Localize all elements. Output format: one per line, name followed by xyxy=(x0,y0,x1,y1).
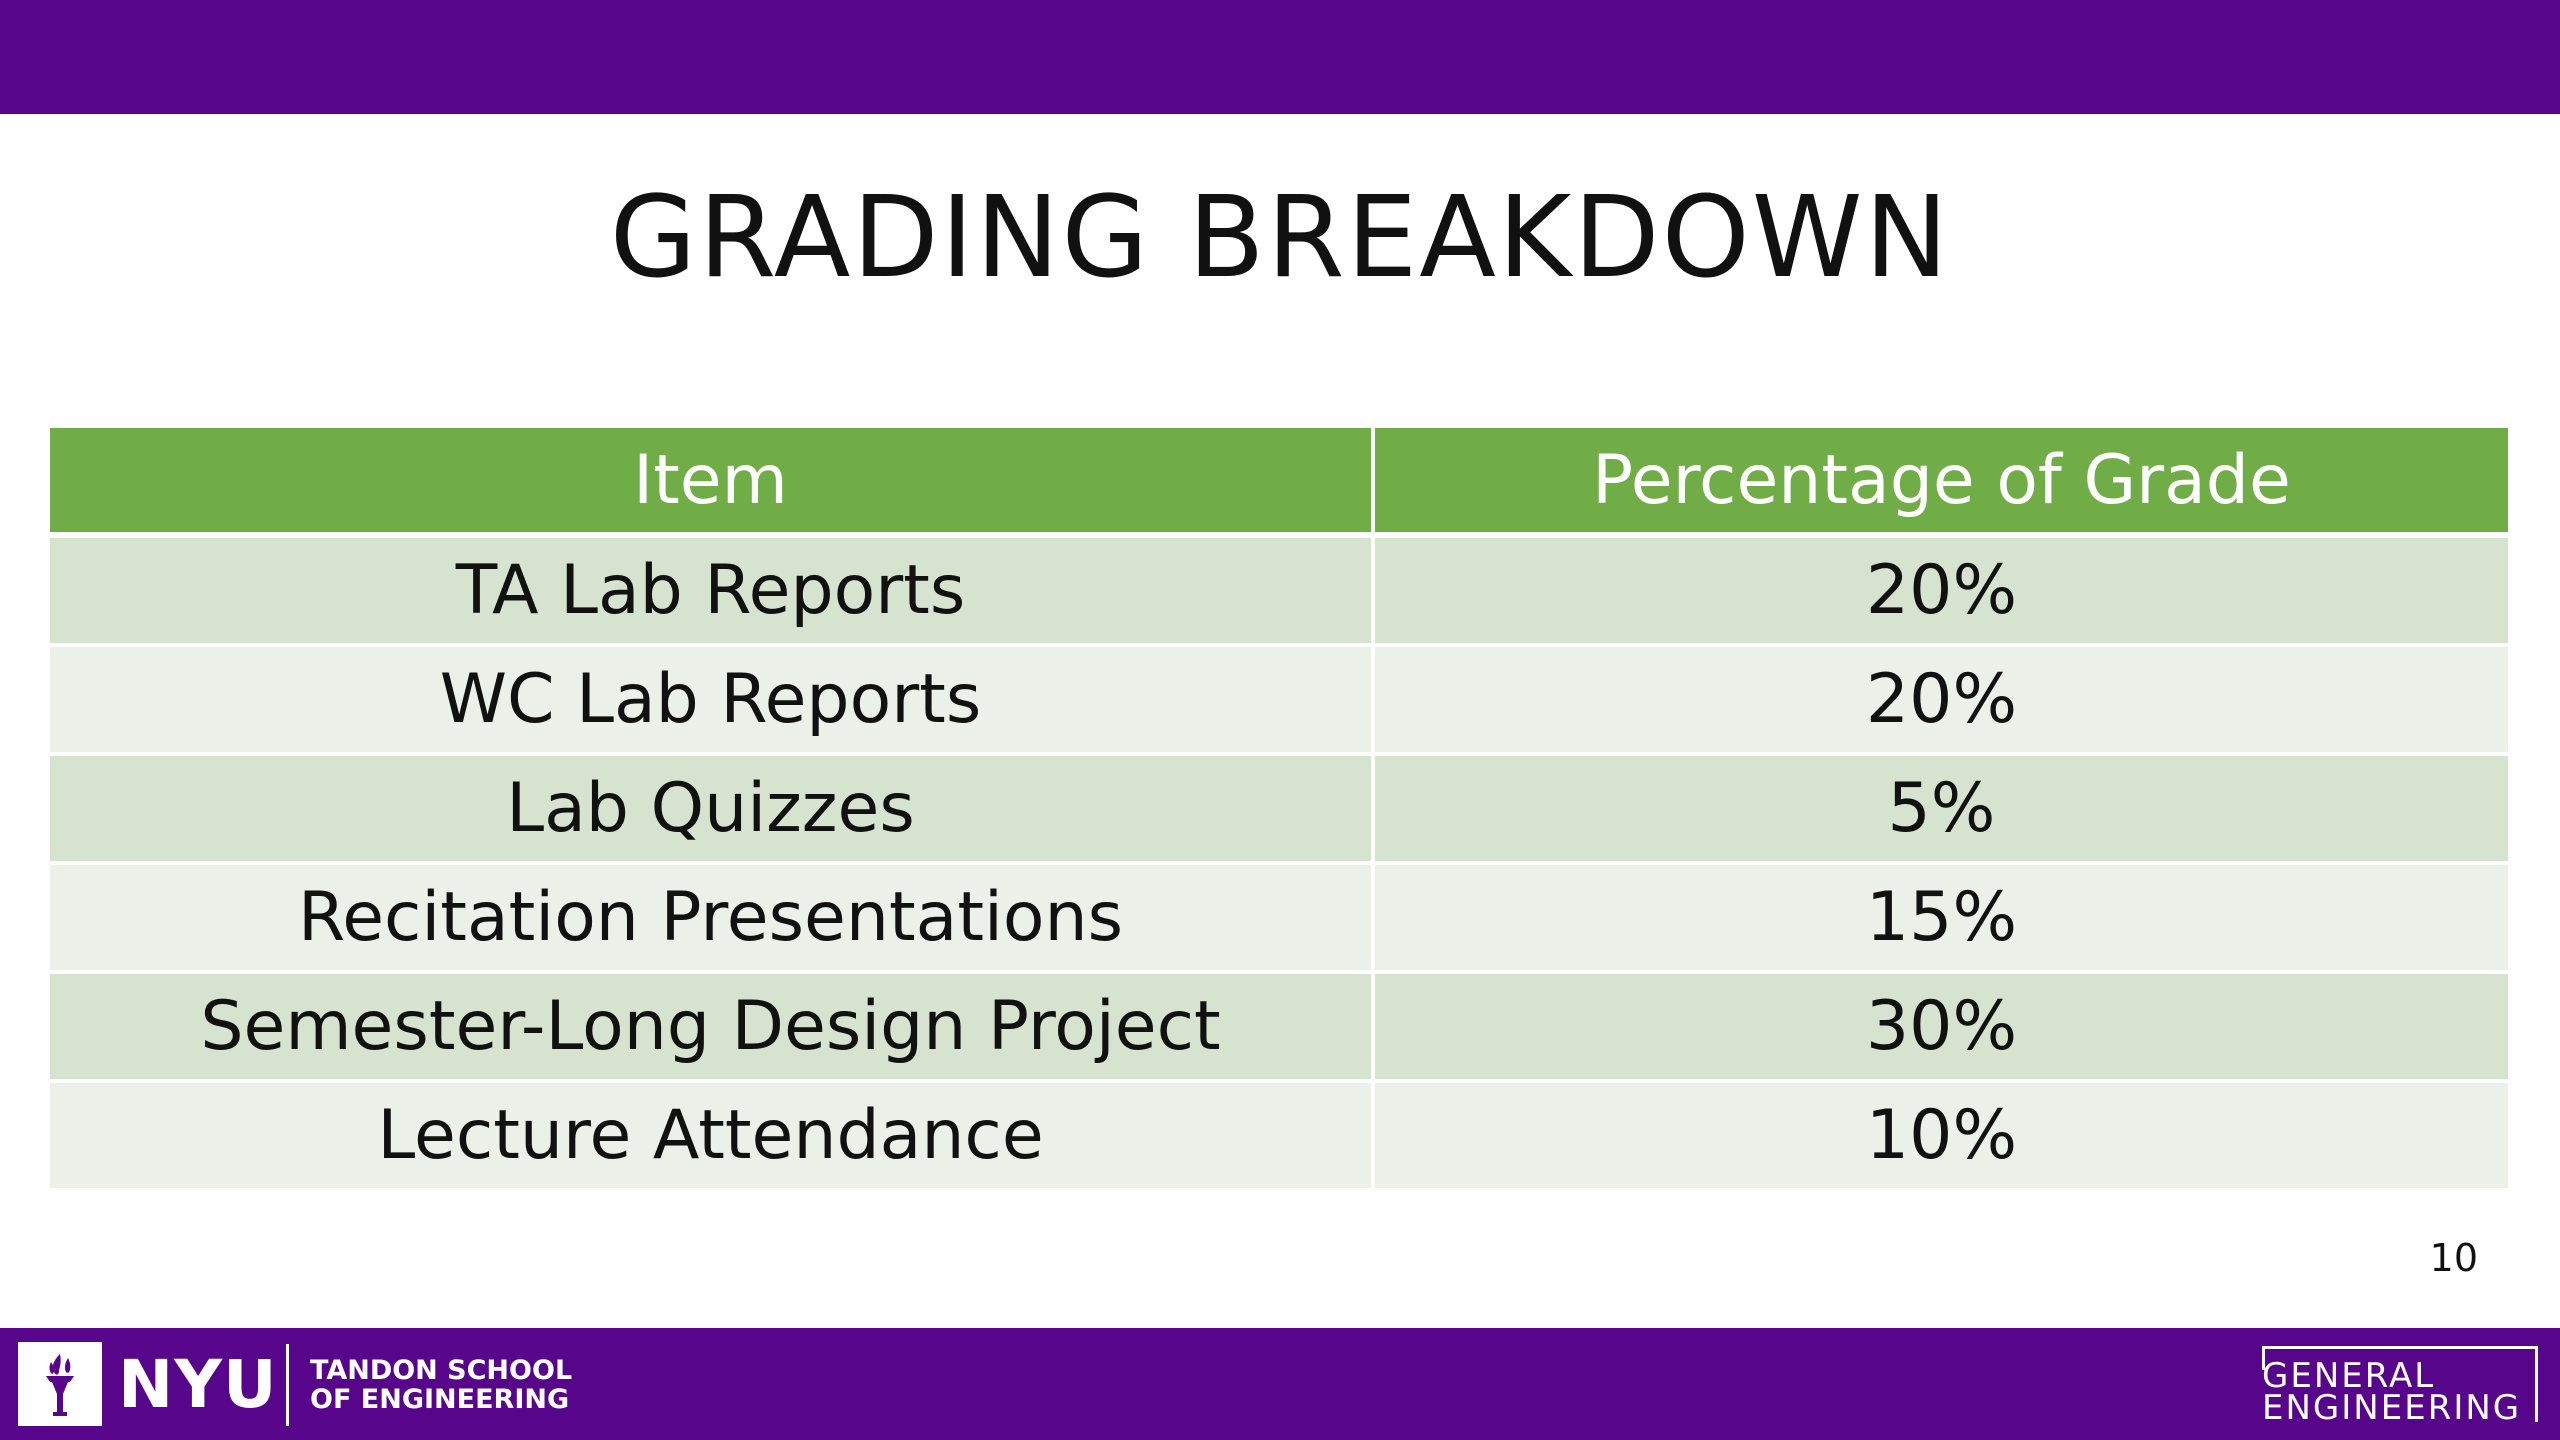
item-cell: Lab Quizzes xyxy=(50,754,1375,865)
percentage-cell: 15% xyxy=(1373,863,2508,974)
column-header-item: Item xyxy=(50,428,1375,538)
torch-icon xyxy=(46,1354,74,1416)
dept-name-line2: ENGINEERING xyxy=(2262,1388,2522,1428)
nyu-wordmark: NYU xyxy=(118,1346,278,1423)
logo-divider xyxy=(286,1344,289,1426)
slide-title: GRADING BREAKDOWN xyxy=(609,173,1951,303)
table-row: TA Lab Reports 20% xyxy=(50,535,2508,647)
item-cell: Semester-Long Design Project xyxy=(50,972,1375,1083)
table-row: Lecture Attendance 10% xyxy=(50,1081,2508,1192)
school-name: TANDON SCHOOL OF ENGINEERING xyxy=(310,1356,630,1414)
percentage-cell: 30% xyxy=(1373,972,2508,1083)
table-header-row: Item Percentage of Grade xyxy=(50,428,2508,538)
percentage-cell: 10% xyxy=(1373,1081,2508,1192)
table-row: Semester-Long Design Project 30% xyxy=(50,972,2508,1083)
table-row: Lab Quizzes 5% xyxy=(50,754,2508,865)
percentage-cell: 20% xyxy=(1373,645,2508,756)
percentage-cell: 20% xyxy=(1373,535,2508,647)
grading-table: Item Percentage of Grade TA Lab Reports … xyxy=(50,428,2508,1192)
footer-banner xyxy=(0,1328,2560,1440)
column-header-percentage: Percentage of Grade xyxy=(1373,428,2508,538)
table-row: Recitation Presentations 15% xyxy=(50,863,2508,974)
table-row: WC Lab Reports 20% xyxy=(50,645,2508,756)
item-cell: TA Lab Reports xyxy=(50,535,1375,647)
page-number: 10 xyxy=(2429,1236,2478,1280)
item-cell: Recitation Presentations xyxy=(50,863,1375,974)
item-cell: WC Lab Reports xyxy=(50,645,1375,756)
percentage-cell: 5% xyxy=(1373,754,2508,865)
nyu-logo-box xyxy=(18,1342,102,1426)
dept-name-line1: GENERAL xyxy=(2262,1356,2436,1396)
school-name-line1: TANDON SCHOOL xyxy=(310,1355,573,1386)
general-engineering-logo: GENERAL ENGINEERING xyxy=(2262,1346,2538,1426)
school-name-line2: OF ENGINEERING xyxy=(310,1384,570,1415)
logo-frame-right xyxy=(2535,1346,2538,1422)
top-banner xyxy=(0,0,2560,114)
item-cell: Lecture Attendance xyxy=(50,1081,1375,1192)
